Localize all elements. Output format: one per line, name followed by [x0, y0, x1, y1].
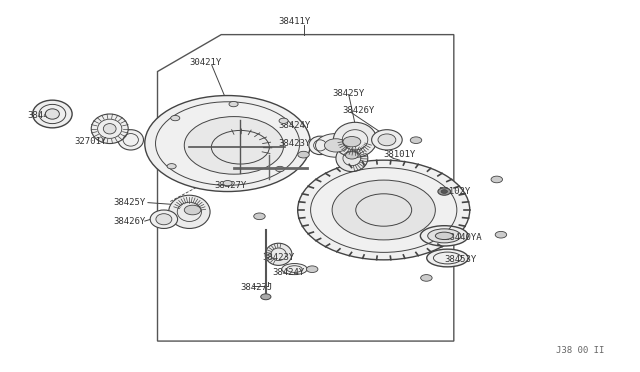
Ellipse shape	[428, 229, 461, 243]
Text: 32701Y: 32701Y	[75, 137, 107, 146]
Text: 38426Y: 38426Y	[342, 106, 374, 115]
Text: 38427Y: 38427Y	[215, 182, 247, 190]
Circle shape	[171, 115, 180, 121]
Ellipse shape	[265, 243, 292, 265]
Text: 38453Y: 38453Y	[444, 255, 477, 264]
Text: 38101Y: 38101Y	[384, 150, 416, 159]
Ellipse shape	[156, 214, 172, 225]
Circle shape	[491, 176, 502, 183]
Text: 30421Y: 30421Y	[189, 58, 221, 67]
Circle shape	[343, 137, 361, 147]
Circle shape	[420, 275, 432, 281]
Ellipse shape	[298, 160, 470, 260]
Ellipse shape	[92, 114, 128, 144]
Circle shape	[316, 134, 356, 157]
Ellipse shape	[333, 122, 377, 157]
Circle shape	[229, 102, 238, 107]
Circle shape	[275, 166, 285, 171]
Text: 38424Y: 38424Y	[278, 121, 311, 129]
Text: 38411Y: 38411Y	[278, 17, 311, 26]
Ellipse shape	[378, 134, 396, 146]
Text: 38440YA: 38440YA	[444, 233, 482, 242]
Text: 38423Y: 38423Y	[262, 253, 295, 263]
Circle shape	[279, 118, 288, 124]
Circle shape	[324, 139, 348, 152]
Circle shape	[184, 205, 201, 215]
Circle shape	[167, 164, 176, 169]
Ellipse shape	[103, 124, 116, 134]
Circle shape	[441, 190, 447, 193]
Text: 38424Y: 38424Y	[272, 268, 305, 277]
Ellipse shape	[336, 145, 368, 171]
Text: 38102Y: 38102Y	[438, 187, 470, 196]
Ellipse shape	[372, 130, 402, 150]
Circle shape	[438, 188, 451, 195]
Circle shape	[307, 266, 318, 273]
Text: 38440Y: 38440Y	[27, 111, 59, 121]
Ellipse shape	[150, 210, 177, 228]
Text: 38425Y: 38425Y	[113, 198, 145, 207]
Text: 38427J: 38427J	[241, 283, 273, 292]
Circle shape	[410, 137, 422, 144]
Ellipse shape	[309, 136, 331, 155]
Circle shape	[184, 116, 284, 174]
Text: 38426Y: 38426Y	[113, 217, 145, 225]
Circle shape	[298, 151, 309, 158]
Ellipse shape	[45, 109, 60, 119]
Circle shape	[495, 231, 507, 238]
Circle shape	[260, 294, 271, 300]
Circle shape	[253, 213, 265, 219]
Ellipse shape	[169, 195, 210, 228]
Text: 38423Y: 38423Y	[278, 139, 311, 148]
Ellipse shape	[33, 100, 72, 128]
Ellipse shape	[332, 180, 435, 240]
Ellipse shape	[420, 226, 468, 246]
Ellipse shape	[435, 232, 453, 240]
Text: J38 00 II: J38 00 II	[556, 346, 604, 355]
Circle shape	[145, 96, 310, 192]
Circle shape	[223, 180, 232, 186]
Ellipse shape	[118, 130, 143, 150]
Ellipse shape	[282, 263, 307, 275]
Circle shape	[346, 152, 358, 159]
Ellipse shape	[427, 249, 468, 267]
Text: 38425Y: 38425Y	[333, 89, 365, 98]
